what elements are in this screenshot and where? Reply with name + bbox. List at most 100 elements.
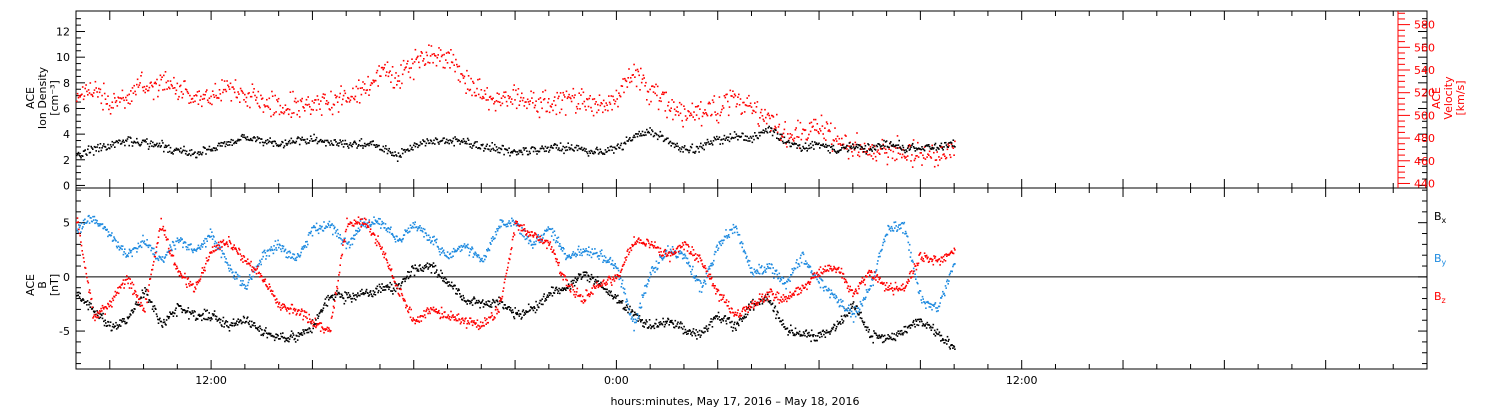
velocity-series-point — [412, 62, 414, 65]
bx-series-point — [731, 330, 734, 332]
bx-series-point — [946, 335, 949, 338]
velocity-series-point — [387, 75, 390, 78]
density-series-point — [846, 150, 849, 153]
bx-series-point — [894, 339, 897, 342]
density-series-point — [563, 152, 565, 155]
density-series-point — [710, 140, 712, 142]
velocity-series-point — [914, 157, 917, 160]
by-series-point — [928, 306, 931, 308]
by-series-point — [828, 289, 831, 291]
density-series-point — [803, 148, 806, 150]
bx-series-point — [384, 286, 386, 288]
density-series-point — [599, 148, 602, 151]
bx-series-point — [111, 329, 113, 332]
velocity-series-point — [298, 110, 300, 112]
by-series-point — [300, 248, 303, 250]
bx-series-point — [217, 318, 220, 321]
by-series-point — [789, 280, 791, 282]
velocity-series-point — [716, 112, 719, 115]
density-series-point — [327, 141, 330, 143]
velocity-series-point — [401, 73, 404, 76]
density-series-point — [116, 140, 119, 143]
density-series-point — [424, 144, 427, 147]
velocity-series-point — [835, 140, 838, 142]
density-series-point — [716, 135, 718, 138]
velocity-series-point — [337, 111, 340, 113]
velocity-series-point — [292, 90, 294, 93]
bx-series-point — [330, 296, 332, 298]
bx-series-point — [792, 334, 795, 337]
by-series-point — [846, 309, 848, 311]
density-series-point — [102, 145, 104, 147]
bx-series-point — [355, 294, 358, 296]
velocity-series-point — [459, 80, 461, 83]
velocity-series-point — [706, 114, 709, 117]
density-series-point — [783, 136, 786, 139]
bx-series-point — [238, 320, 241, 323]
density-series-point — [374, 144, 376, 147]
velocity-series-point — [391, 74, 393, 76]
density-series-point — [548, 149, 551, 152]
bx-series-point — [362, 292, 364, 294]
density-series-point — [238, 139, 240, 142]
bx-series-point — [631, 310, 634, 313]
by-series-point — [840, 301, 843, 303]
density-series-point — [485, 145, 488, 147]
density-series-point — [298, 137, 300, 139]
by-series-point — [902, 222, 905, 225]
bx-series-point — [621, 300, 624, 302]
bx-series-point — [265, 332, 268, 334]
density-series-point — [186, 154, 189, 156]
by-series-point — [217, 243, 220, 246]
bx-series-point — [317, 317, 319, 319]
by-series-point — [596, 251, 598, 254]
density-series-point — [658, 136, 661, 138]
by-series-point — [562, 247, 564, 249]
density-series-point — [792, 143, 794, 145]
by-series-point — [332, 224, 335, 227]
by-series-point — [534, 243, 537, 246]
bx-series — [76, 262, 956, 350]
by-series-point — [90, 217, 92, 219]
velocity-series-point — [148, 86, 151, 89]
by-series-point — [670, 250, 672, 253]
by-series-point — [735, 225, 737, 228]
by-series-point — [550, 235, 553, 237]
by-series-point — [626, 300, 629, 302]
by-series-point — [650, 267, 653, 269]
velocity-series-point — [476, 87, 478, 90]
bx-series-point — [398, 283, 400, 285]
velocity-series-point — [323, 97, 325, 99]
velocity-series-point — [445, 59, 447, 61]
by-series-point — [848, 304, 850, 307]
velocity-series-point — [170, 83, 173, 86]
velocity-series-point — [165, 81, 168, 84]
by-series-point — [704, 280, 706, 283]
bx-series-point — [886, 337, 889, 340]
bx-series-point — [455, 292, 457, 295]
density-series-point — [752, 135, 754, 138]
density-series-point — [243, 134, 245, 136]
by-series-point — [760, 266, 762, 269]
velocity-series-point — [221, 79, 223, 81]
velocity-series-point — [258, 105, 260, 107]
by-series-point — [904, 233, 906, 235]
by-series-point — [336, 235, 338, 238]
velocity-series-point — [652, 91, 655, 93]
density-series-point — [415, 143, 417, 145]
by-series-point — [182, 242, 185, 244]
by-series-point — [581, 251, 584, 253]
velocity-series-point — [715, 114, 717, 116]
density-series-point — [110, 145, 113, 148]
by-series-point — [748, 264, 750, 267]
bx-series-point — [479, 306, 481, 309]
velocity-series-point — [775, 127, 777, 129]
by-series-point — [758, 272, 761, 275]
density-series-point — [493, 149, 495, 151]
velocity-series-point — [473, 91, 476, 94]
by-series-point — [843, 307, 845, 310]
density-series-point — [295, 140, 298, 143]
by-series-point — [241, 282, 244, 285]
velocity-series-point — [491, 98, 493, 101]
by-series-point — [557, 241, 559, 243]
